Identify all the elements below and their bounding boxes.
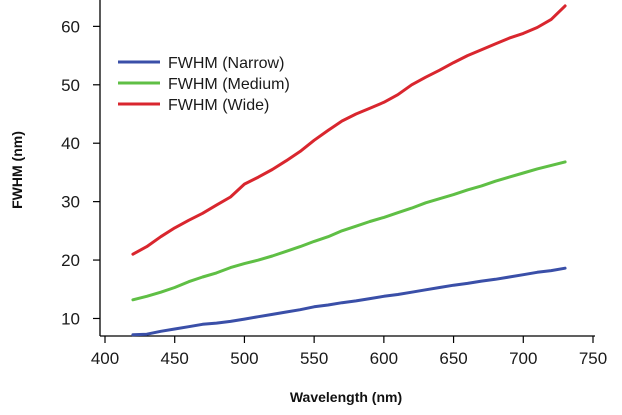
legend-label: FWHM (Wide) — [168, 97, 269, 114]
x-tick-label: 600 — [370, 349, 398, 368]
legend-label: FWHM (Medium) — [168, 76, 290, 93]
legend: FWHM (Narrow) FWHM (Medium) FWHM (Wide) — [118, 55, 290, 114]
x-tick-label: 750 — [579, 349, 607, 368]
y-tick-label: 10 — [61, 309, 80, 328]
x-tick-label: 550 — [300, 349, 328, 368]
y-ticks: 10 20 30 40 50 60 — [61, 17, 100, 328]
x-ticks: 400 450 500 550 600 650 700 750 — [91, 336, 607, 368]
series-lines — [131, 4, 567, 337]
series-line-1 — [131, 266, 567, 337]
series-line-2 — [131, 160, 567, 302]
x-axis-title: Wavelength (nm) — [290, 389, 402, 405]
series-line-3 — [131, 4, 567, 256]
legend-label: FWHM (Narrow) — [168, 55, 284, 72]
y-tick-label: 50 — [61, 76, 80, 95]
x-tick-label: 700 — [509, 349, 537, 368]
y-tick-label: 60 — [61, 17, 80, 36]
x-tick-label: 650 — [439, 349, 467, 368]
y-tick-label: 30 — [61, 193, 80, 212]
y-tick-label: 40 — [61, 134, 80, 153]
axes — [99, 0, 595, 337]
y-axis-title: FWHM (nm) — [9, 131, 25, 209]
y-tick-label: 20 — [61, 251, 80, 270]
x-tick-label: 500 — [230, 349, 258, 368]
x-tick-label: 400 — [91, 349, 119, 368]
x-tick-label: 450 — [161, 349, 189, 368]
